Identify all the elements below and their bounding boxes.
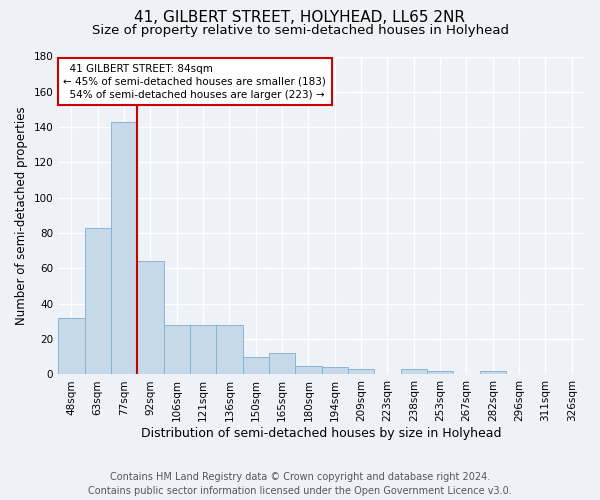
Bar	[216, 325, 242, 374]
Bar	[348, 369, 374, 374]
Bar	[269, 354, 295, 374]
X-axis label: Distribution of semi-detached houses by size in Holyhead: Distribution of semi-detached houses by …	[142, 427, 502, 440]
Text: Contains HM Land Registry data © Crown copyright and database right 2024.
Contai: Contains HM Land Registry data © Crown c…	[88, 472, 512, 496]
Bar	[58, 318, 85, 374]
Bar	[479, 371, 506, 374]
Bar	[164, 325, 190, 374]
Bar	[427, 371, 453, 374]
Bar	[295, 366, 322, 374]
Bar	[401, 369, 427, 374]
Text: 41 GILBERT STREET: 84sqm
← 45% of semi-detached houses are smaller (183)
  54% o: 41 GILBERT STREET: 84sqm ← 45% of semi-d…	[64, 64, 326, 100]
Bar	[85, 228, 111, 374]
Bar	[242, 357, 269, 374]
Bar	[190, 325, 216, 374]
Text: Size of property relative to semi-detached houses in Holyhead: Size of property relative to semi-detach…	[91, 24, 509, 37]
Y-axis label: Number of semi-detached properties: Number of semi-detached properties	[15, 106, 28, 325]
Bar	[137, 262, 164, 374]
Bar	[111, 122, 137, 374]
Bar	[322, 368, 348, 374]
Text: 41, GILBERT STREET, HOLYHEAD, LL65 2NR: 41, GILBERT STREET, HOLYHEAD, LL65 2NR	[134, 10, 466, 25]
